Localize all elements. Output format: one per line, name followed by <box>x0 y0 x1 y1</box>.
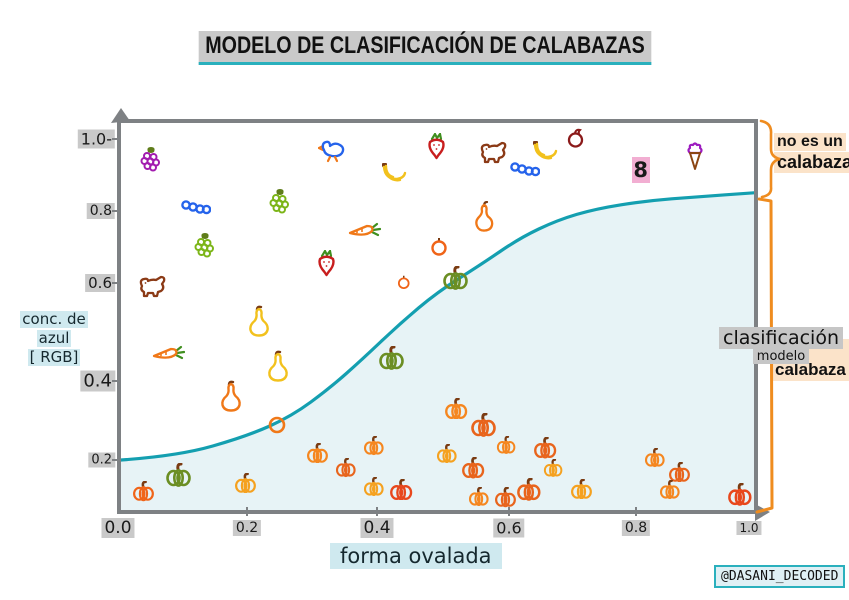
grapes-icon <box>193 232 217 260</box>
x-axis-title: forma ovalada <box>330 543 502 569</box>
pumpkin-icon <box>668 461 691 483</box>
pumpkin-icon <box>335 458 357 478</box>
y-tick-label: 0.4 <box>80 370 115 392</box>
class-label-not-pumpkin: no es un calabaza <box>774 133 849 174</box>
y-tick-label: 0.2 <box>88 452 115 468</box>
pumpkin-icon <box>442 266 469 290</box>
dog-icon <box>479 139 509 166</box>
caterpillar-icon <box>510 161 541 177</box>
pumpkin-icon <box>494 487 517 508</box>
pumpkin-icon <box>378 345 405 370</box>
tomato-icon <box>430 237 448 256</box>
pumpkin-icon <box>468 487 490 507</box>
pumpkin-icon <box>234 472 257 493</box>
x-tick-label: 1.0 <box>736 521 762 535</box>
x-tick-label: 0.8 <box>621 520 651 536</box>
y-tick-label: 0.6 <box>85 274 115 292</box>
x-tick-label: 0.0 <box>101 518 135 538</box>
class-label-not-pumpkin-line1: no es un <box>774 133 846 151</box>
x-tick-label: 0.4 <box>360 518 394 538</box>
pear-icon <box>473 200 495 232</box>
circle-icon <box>268 416 286 434</box>
pumpkin-icon <box>436 443 458 463</box>
pumpkin-icon <box>461 457 485 479</box>
curve-label: clasificación <box>719 327 843 349</box>
pumpkin-icon <box>570 478 593 499</box>
apple-icon <box>566 128 586 148</box>
pumpkin-icon <box>470 413 497 438</box>
pumpkin-icon <box>543 459 563 477</box>
y-axis-title: conc. de azul [ RGB] <box>18 309 90 366</box>
carrot-icon <box>348 221 382 239</box>
y-axis-title-line1: conc. de <box>20 310 88 328</box>
gourd-icon <box>267 350 289 382</box>
watermark-badge: @DASANI_DECODED <box>714 565 846 588</box>
grapes-icon <box>139 146 163 174</box>
plot-area: 8 clasificación modelo <box>117 119 843 514</box>
class-label-not-pumpkin-line2: calabaza <box>774 152 849 173</box>
bananas-icon <box>529 140 558 163</box>
tomato-icon <box>397 275 411 289</box>
curve-sublabel: modelo <box>753 349 809 364</box>
dog-icon <box>138 273 168 300</box>
pumpkin-icon <box>132 481 155 502</box>
x-tick-label: 0.6 <box>493 518 525 538</box>
strawberry-icon <box>425 132 448 160</box>
pumpkin-icon <box>516 478 542 501</box>
duck-icon <box>318 138 346 163</box>
curve-label-group: clasificación modelo <box>719 327 843 364</box>
icecream-icon <box>686 141 704 171</box>
pumpkin-icon <box>363 436 385 456</box>
bananas-icon <box>378 162 407 185</box>
pumpkin-icon <box>533 437 557 459</box>
pumpkin-icon <box>363 477 385 497</box>
caterpillar-icon <box>180 199 211 215</box>
y-tick-label: 1.0- <box>77 129 115 149</box>
page-title: MODELO DE CLASIFICACIÓN DE CALABAZAS <box>198 31 651 65</box>
pumpkin-icon <box>444 397 468 420</box>
gourd-icon <box>220 380 242 412</box>
pumpkin-icon <box>306 443 329 464</box>
y-tick-label: 0.8 <box>86 203 115 219</box>
gourd-icon <box>248 305 270 337</box>
pumpkin-icon <box>389 478 413 501</box>
pumpkin-icon <box>644 448 666 468</box>
pumpkin-icon <box>496 436 516 455</box>
pumpkin-icon <box>659 480 681 500</box>
pumpkin-icon <box>727 483 753 507</box>
y-axis-title-line3: [ RGB] <box>27 348 81 366</box>
y-axis-title-line2: azul <box>36 329 72 347</box>
grapes-icon <box>268 188 292 216</box>
eight-icon: 8 <box>631 157 650 183</box>
pumpkin-icon <box>165 462 192 487</box>
carrot-icon <box>152 344 185 362</box>
strawberry-icon <box>315 249 338 277</box>
x-tick-label: 0.2 <box>232 520 262 536</box>
